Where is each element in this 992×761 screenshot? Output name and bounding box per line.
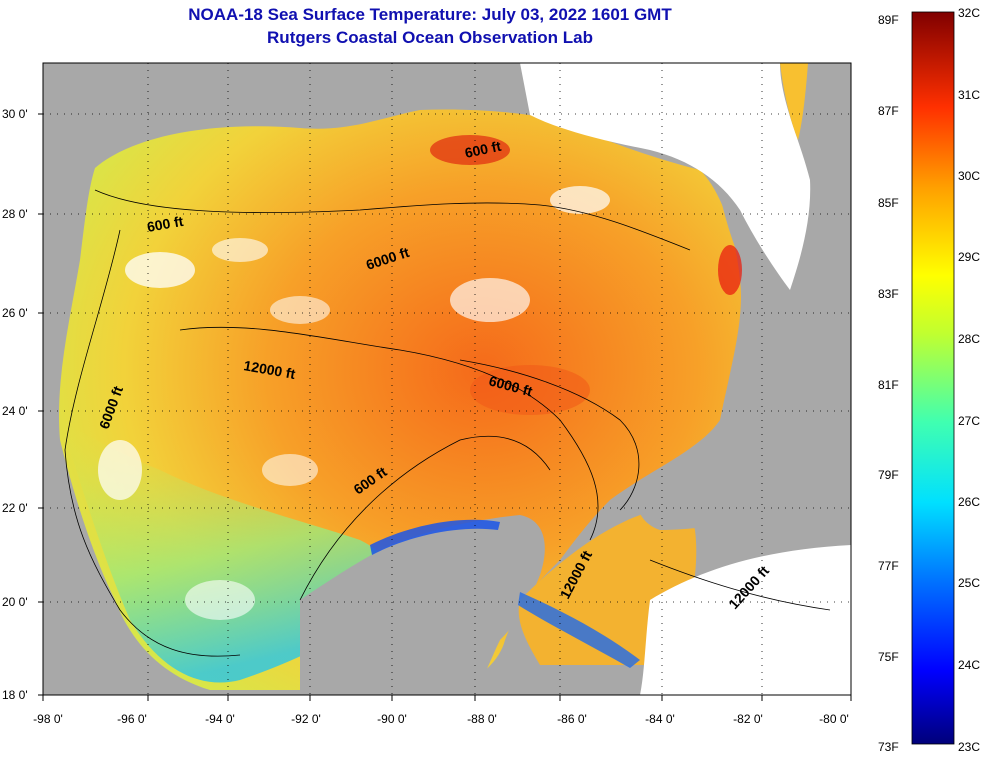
lon-label: -90 0' [377, 712, 407, 726]
colorbar-c-label: 24C [958, 658, 981, 672]
colorbar-c-label: 26C [958, 495, 981, 509]
cloud-caribbean [640, 545, 851, 695]
colorbar-c-label: 27C [958, 414, 981, 428]
colorbar-f-label: 77F [878, 559, 899, 573]
lat-label: 28 0' [2, 207, 28, 221]
lon-label: -94 0' [205, 712, 235, 726]
cloud-patch [125, 252, 195, 288]
lon-label: -88 0' [467, 712, 497, 726]
title-line-1: NOAA-18 Sea Surface Temperature: July 03… [188, 5, 672, 24]
lat-label: 26 0' [2, 306, 28, 320]
colorbar-f-label: 75F [878, 650, 899, 664]
hot-spot [718, 245, 742, 295]
cloud-patch [98, 440, 142, 500]
lat-label: 24 0' [2, 404, 28, 418]
colorbar-c-label: 28C [958, 332, 981, 346]
colorbar-c-label: 30C [958, 169, 981, 183]
colorbar-f-label: 81F [878, 378, 899, 392]
contour-600ft [94, 189, 691, 251]
title-line-2: Rutgers Coastal Ocean Observation Lab [267, 28, 593, 47]
warm-florida-east-strip [780, 63, 808, 140]
lat-label: 22 0' [2, 501, 28, 515]
colorbar-c-label: 31C [958, 88, 981, 102]
lat-label: 30 0' [2, 107, 28, 121]
lat-label: 18 0' [2, 688, 28, 702]
yucatan-land [300, 515, 545, 695]
lon-label: -82 0' [733, 712, 763, 726]
depth-contours [64, 189, 831, 657]
hot-spot [430, 135, 510, 165]
colorbar-f-label: 79F [878, 468, 899, 482]
colorbar-f-label: 87F [878, 104, 899, 118]
cloud-patch [270, 296, 330, 324]
lon-label: -80 0' [819, 712, 849, 726]
cloud-patch [450, 278, 530, 322]
plot-frame [42, 62, 852, 696]
cloud-patch [550, 186, 610, 214]
colorbar-c-label: 32C [958, 6, 981, 20]
colorbar-c-label: 29C [958, 250, 981, 264]
hot-spot [470, 365, 590, 415]
colorbar-f-label: 73F [878, 740, 899, 754]
lon-label: -96 0' [117, 712, 147, 726]
cloud-patch [185, 580, 255, 620]
lat-label: 20 0' [2, 595, 28, 609]
contour-600ft-yucatan [299, 435, 551, 601]
axis-ticks [38, 113, 852, 701]
cloud-north-florida [520, 63, 811, 290]
lon-label: -98 0' [33, 712, 63, 726]
colorbar-c-label: 25C [958, 576, 981, 590]
lon-label: -86 0' [557, 712, 587, 726]
contour-12000ft-east [649, 559, 831, 611]
cloud-patch [262, 454, 318, 486]
cool-strip-caribbean [518, 592, 640, 668]
lon-label: -84 0' [645, 712, 675, 726]
colorbar-f-label: 83F [878, 287, 899, 301]
contour-label: 600 ft [463, 138, 502, 161]
colorbar-c-label: 23C [958, 740, 981, 754]
colorbar [911, 11, 955, 745]
colorbar-f-label: 85F [878, 196, 899, 210]
cloud-patch [212, 238, 268, 262]
contour-12000ft [179, 326, 599, 541]
cuba-land [638, 473, 851, 530]
contour-6000ft-east [459, 359, 640, 511]
lat-lon-grid [43, 63, 851, 695]
colorbar-f-label: 89F [878, 13, 899, 27]
cool-strip-campeche [370, 519, 500, 555]
contour-label: 600 ft [146, 213, 185, 235]
lon-label: -92 0' [291, 712, 321, 726]
contour-6000ft [64, 229, 241, 657]
